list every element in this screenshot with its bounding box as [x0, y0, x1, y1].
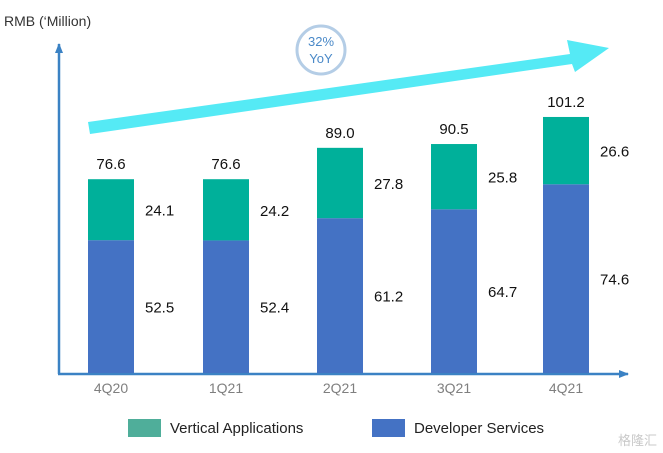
bar-vertical-applications-2q21: [317, 147, 363, 219]
bar-group: 52.5 24.1 76.6 4Q20 52.4 24.2 76.6 1Q21 61.2 27.8…: [88, 94, 629, 396]
legend: Vertical Applications Developer Services: [128, 419, 544, 437]
bar-vertical-applications-3q21: [431, 144, 477, 210]
yoy-annotation: 32% YoY: [295, 24, 347, 76]
total-label-3q21: 90.5: [439, 121, 468, 138]
bar-vertical-applications-1q21: [203, 179, 249, 241]
data-label-vertical-applications-4q20: 24.1: [145, 203, 174, 220]
bar-vertical-applications-4q21: [543, 116, 589, 185]
total-label-2q21: 89.0: [325, 125, 354, 142]
total-label-4q21: 101.2: [547, 94, 585, 111]
data-label-developer-services-4q21: 74.6: [600, 272, 629, 289]
data-label-developer-services-3q21: 64.7: [488, 284, 517, 301]
x-tick-label-3q21: 3Q21: [437, 380, 471, 396]
x-tick-label-1q21: 1Q21: [209, 380, 243, 396]
bar-developer-services-2q21: [317, 218, 363, 373]
data-label-developer-services-1q21: 52.4: [260, 300, 289, 317]
total-label-1q21: 76.6: [211, 156, 240, 173]
data-label-vertical-applications-2q21: 27.8: [374, 176, 403, 193]
bar-developer-services-4q20: [88, 240, 134, 373]
data-label-vertical-applications-1q21: 24.2: [260, 203, 289, 220]
legend-swatch-vertical-applications: [128, 419, 161, 437]
legend-swatch-developer-services: [372, 419, 405, 437]
data-label-developer-services-2q21: 61.2: [374, 289, 403, 306]
yoy-percent: 32%: [308, 34, 334, 49]
yoy-label: YoY: [309, 51, 333, 66]
y-axis-label: RMB (‘Million): [4, 13, 91, 29]
yoy-circle: [295, 24, 347, 76]
data-label-vertical-applications-4q21: 26.6: [600, 144, 629, 161]
growth-trend-arrow: [88, 40, 609, 134]
x-tick-label-4q21: 4Q21: [549, 380, 583, 396]
data-label-developer-services-4q20: 52.5: [145, 300, 174, 317]
bar-vertical-applications-4q20: [88, 179, 134, 241]
legend-label-developer-services: Developer Services: [414, 420, 544, 437]
legend-label-vertical-applications: Vertical Applications: [170, 420, 303, 437]
x-tick-label-2q21: 2Q21: [323, 380, 357, 396]
data-label-vertical-applications-3q21: 25.8: [488, 170, 517, 187]
bar-developer-services-4q21: [543, 184, 589, 373]
bar-developer-services-3q21: [431, 209, 477, 373]
bar-developer-services-1q21: [203, 240, 249, 373]
x-tick-label-4q20: 4Q20: [94, 380, 128, 396]
total-label-4q20: 76.6: [96, 156, 125, 173]
watermark-logo: 格隆汇: [617, 433, 657, 448]
